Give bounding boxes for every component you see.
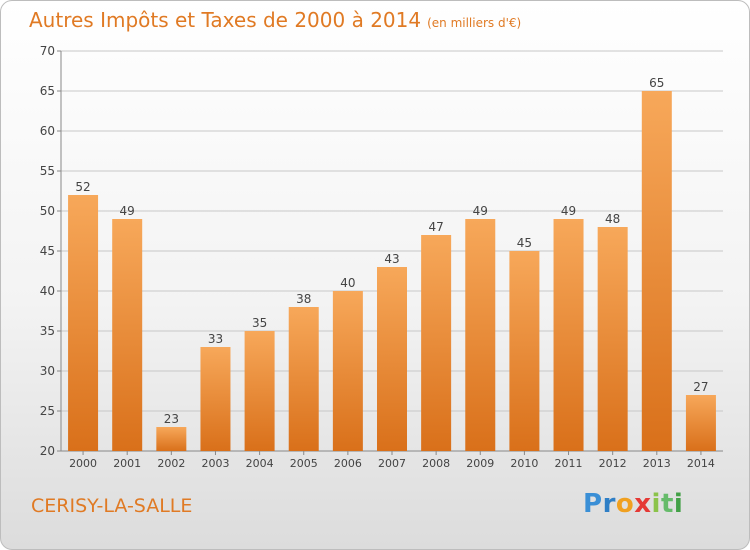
y-tick-label: 30 — [40, 364, 55, 378]
data-label-2003: 33 — [208, 332, 223, 346]
bar-2001[interactable] — [112, 219, 143, 451]
logo-letter: i — [673, 489, 684, 519]
bar-2012[interactable] — [597, 227, 628, 451]
data-label-2009: 49 — [473, 204, 488, 218]
data-label-2000: 52 — [75, 180, 90, 194]
x-tick-label-2005: 2005 — [290, 457, 318, 470]
data-label-2012: 48 — [605, 212, 620, 226]
x-tick-label-2007: 2007 — [378, 457, 406, 470]
bar-2000[interactable] — [68, 195, 99, 451]
data-label-2013: 65 — [649, 76, 664, 90]
bar-2004[interactable] — [244, 331, 275, 451]
bar-2009[interactable] — [465, 219, 496, 451]
logo-letter: r — [602, 489, 616, 519]
bar-2007[interactable] — [377, 267, 407, 451]
x-tick-label-2004: 2004 — [246, 457, 274, 470]
bar-2002[interactable] — [156, 427, 187, 451]
data-label-2002: 23 — [164, 412, 179, 426]
y-tick-label: 50 — [40, 204, 55, 218]
x-tick-label-2010: 2010 — [510, 457, 538, 470]
logo-letter: i — [651, 489, 661, 519]
x-tick-label-2006: 2006 — [334, 457, 362, 470]
proxiti-logo[interactable]: Proxiti — [583, 489, 683, 519]
title-text: Autres Impôts et Taxes de 2000 à 2014 — [29, 8, 422, 32]
data-label-2011: 49 — [561, 204, 576, 218]
y-tick-label: 25 — [40, 404, 55, 418]
chart-title: Autres Impôts et Taxes de 2000 à 2014 (en… — [29, 8, 521, 32]
x-tick-label-2008: 2008 — [422, 457, 450, 470]
x-tick-label-2013: 2013 — [643, 457, 671, 470]
bar-2005[interactable] — [288, 307, 319, 451]
bar-2003[interactable] — [200, 347, 231, 451]
y-tick-label: 55 — [40, 164, 55, 178]
logo-letter: P — [583, 489, 603, 519]
logo-letter: o — [615, 489, 635, 519]
logo-letter: t — [660, 489, 674, 519]
bar-2013[interactable] — [641, 91, 672, 451]
bar-2008[interactable] — [421, 235, 452, 451]
x-tick-label-2003: 2003 — [201, 457, 229, 470]
data-label-2010: 45 — [517, 236, 532, 250]
data-labels: 52 49 23 33 35 38 40 43 47 49 45 49 48 65 27 — [75, 76, 708, 426]
y-tick-label: 65 — [40, 84, 55, 98]
x-tick-label-2012: 2012 — [599, 457, 627, 470]
data-label-2007: 43 — [384, 252, 399, 266]
y-tick-label: 35 — [40, 324, 55, 338]
data-label-2014: 27 — [693, 380, 708, 394]
y-tick-label: 70 — [40, 44, 55, 58]
commune-name: CERISY-LA-SALLE — [31, 495, 193, 517]
x-tick-label-2002: 2002 — [157, 457, 185, 470]
x-tick-label-2000: 2000 — [69, 457, 97, 470]
bar-2014[interactable] — [685, 395, 716, 451]
x-tick-label-2001: 2001 — [113, 457, 141, 470]
data-label-2008: 47 — [428, 220, 443, 234]
logo-letter: x — [634, 489, 652, 519]
y-tick-label: 40 — [40, 284, 55, 298]
data-label-2005: 38 — [296, 292, 311, 306]
bar-2010[interactable] — [509, 251, 540, 451]
x-tick-label-2014: 2014 — [687, 457, 715, 470]
data-label-2004: 35 — [252, 316, 267, 330]
bars — [68, 91, 716, 451]
chart-subtitle: (en milliers d'€) — [427, 16, 522, 30]
y-tick-label: 45 — [40, 244, 55, 258]
y-tick-label: 20 — [40, 444, 55, 458]
bar-2011[interactable] — [553, 219, 584, 451]
data-label-2001: 49 — [120, 204, 135, 218]
bar-2006[interactable] — [332, 291, 363, 451]
data-label-2006: 40 — [340, 276, 355, 290]
y-tick-label: 60 — [40, 124, 55, 138]
x-tick-label-2009: 2009 — [466, 457, 494, 470]
x-tick-label-2011: 2011 — [555, 457, 583, 470]
